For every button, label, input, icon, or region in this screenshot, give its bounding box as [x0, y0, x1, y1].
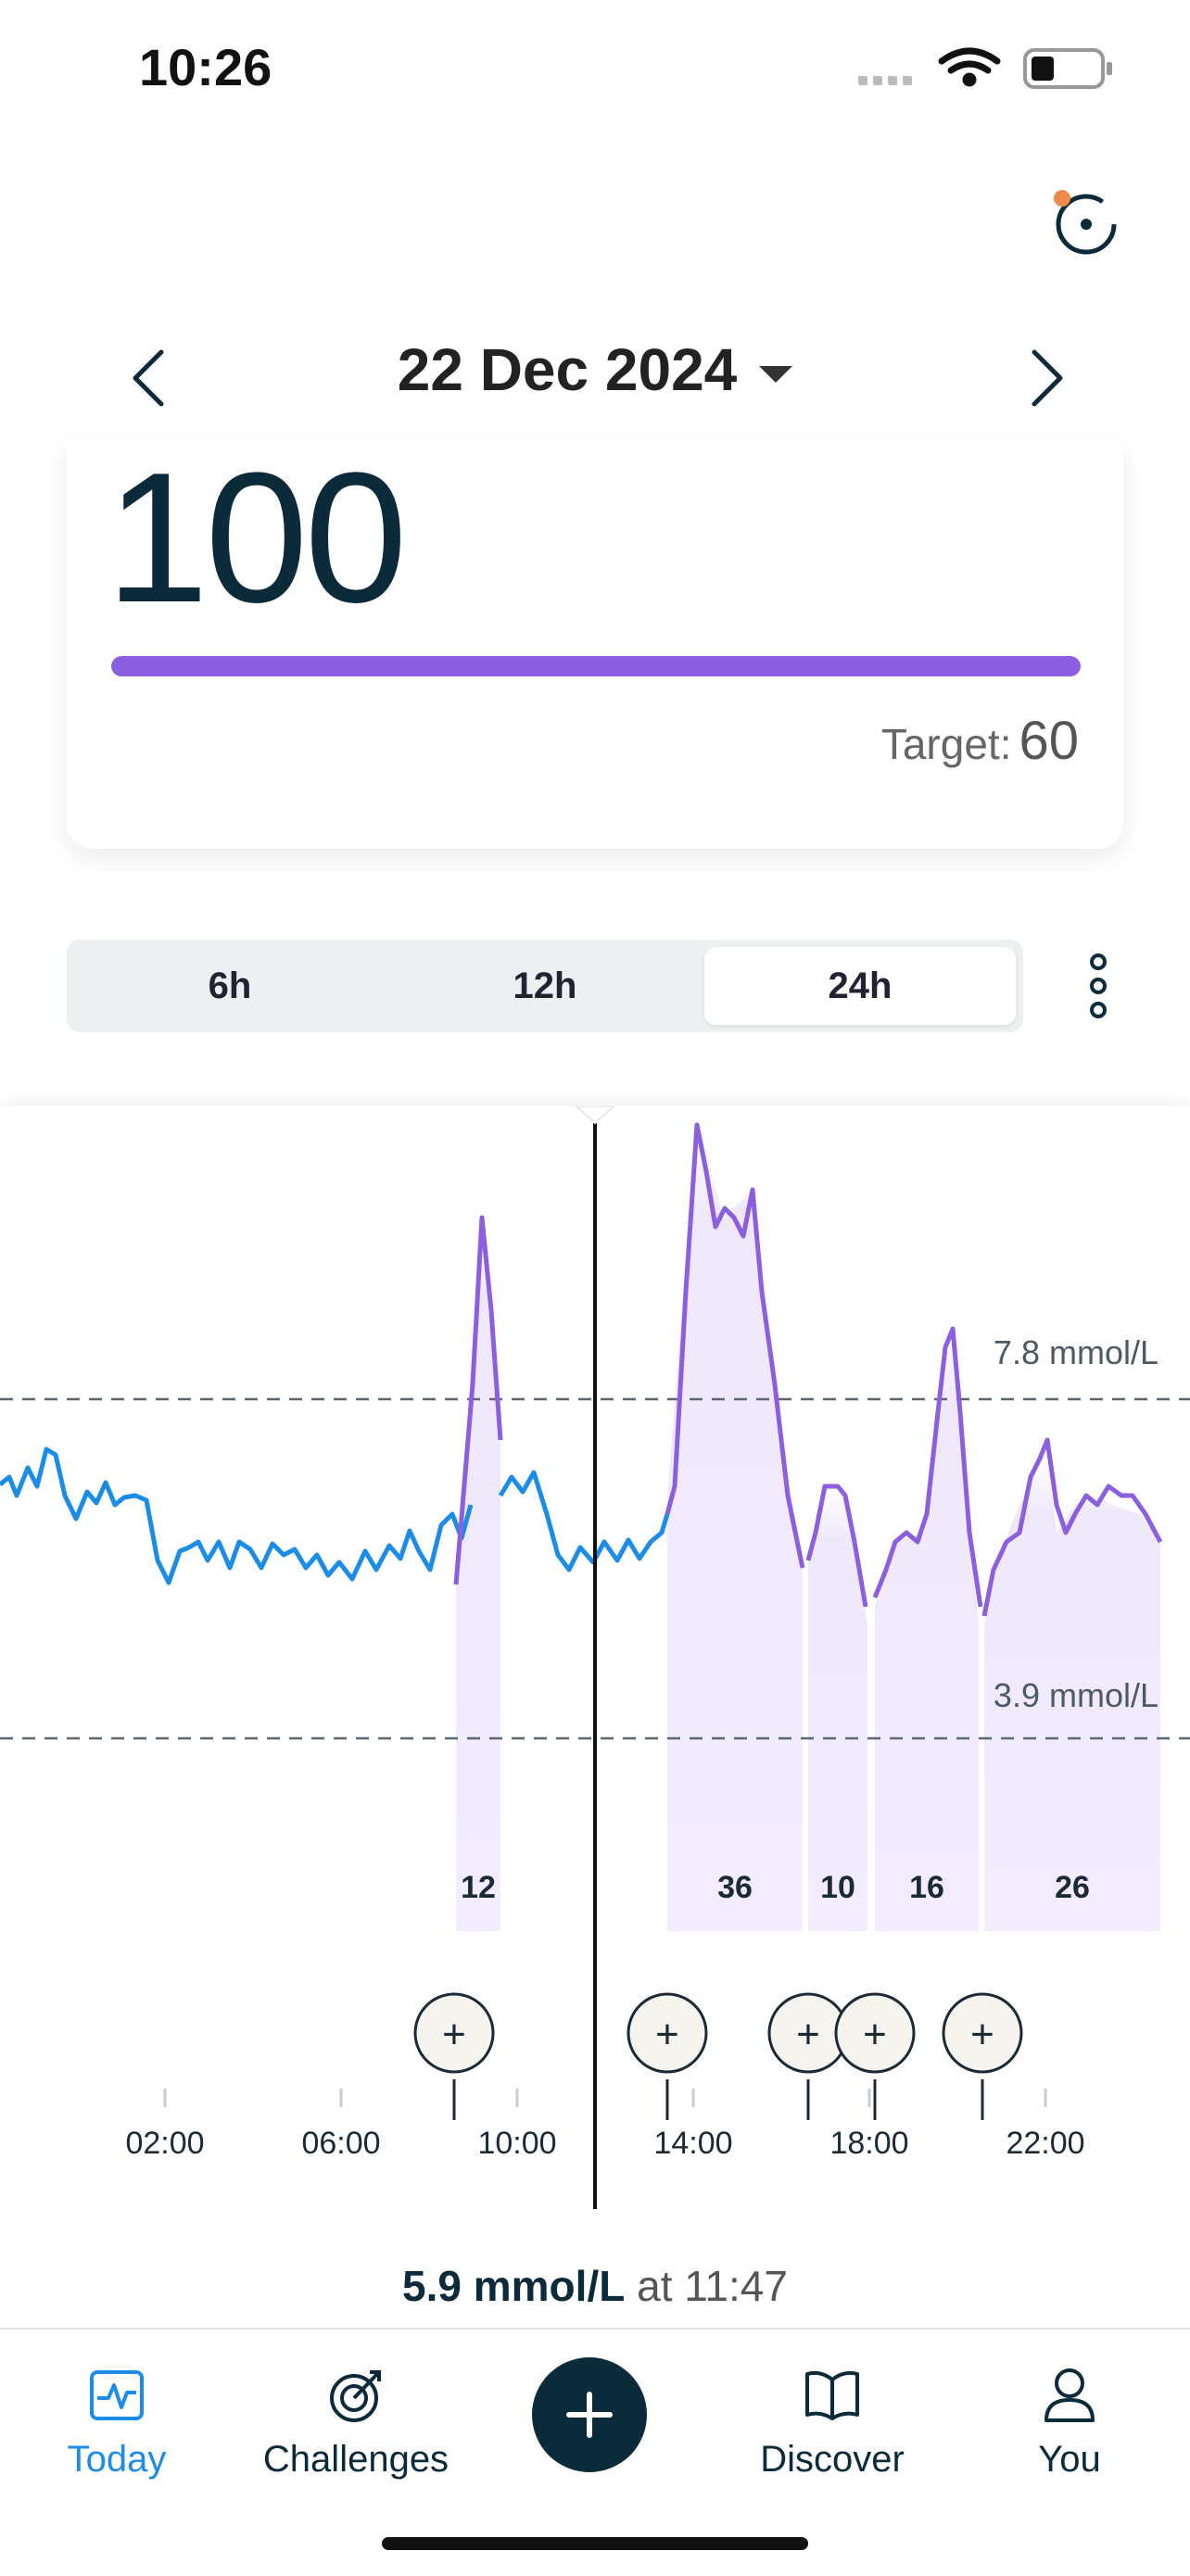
add-entry-button[interactable] — [532, 2357, 647, 2472]
plus-icon: + — [442, 2012, 466, 2057]
reading-time: at 11:47 — [637, 2262, 788, 2310]
add-meal-button[interactable]: + — [834, 1992, 916, 2120]
add-meal-button[interactable]: + — [767, 1992, 849, 2120]
spike-score-label: 36 — [717, 1870, 753, 1905]
activity-icon — [90, 2370, 144, 2420]
glucose-line-high — [453, 1122, 1163, 1617]
nav-today[interactable]: Today — [15, 2363, 219, 2481]
upper-limit-label: 7.8 mmol/L — [994, 1333, 1158, 1371]
previous-day-button[interactable] — [120, 341, 176, 415]
spike-zone-3 — [808, 1486, 867, 1931]
spike-score-label: 12 — [461, 1870, 496, 1905]
nav-today-label: Today — [67, 2439, 167, 2480]
nav-challenges-label: Challenges — [262, 2439, 449, 2480]
spike-zone-1 — [456, 1208, 500, 1931]
chevron-left-icon — [133, 349, 164, 407]
x-tick-label: 22:00 — [1006, 2126, 1084, 2161]
spike-score-label: 16 — [909, 1870, 944, 1905]
chevron-right-icon — [1032, 349, 1063, 407]
battery-icon — [1023, 48, 1112, 89]
glucose-line-in-range — [0, 1446, 670, 1585]
reading-value: 5.9 mmol/L — [402, 2262, 626, 2310]
spike-score-label: 26 — [1055, 1870, 1090, 1905]
nav-discover[interactable]: Discover — [730, 2363, 934, 2481]
current-reading: 5.9 mmol/L at 11:47 — [0, 2261, 1190, 2311]
lower-limit-label: 3.9 mmol/L — [994, 1676, 1158, 1714]
status-icons — [858, 47, 1112, 89]
plus-icon: + — [970, 2012, 994, 2057]
date-selector[interactable]: 22 Dec 2024 — [0, 335, 1190, 404]
add-meal-button[interactable]: + — [413, 1992, 495, 2120]
nav-discover-label: Discover — [760, 2439, 905, 2480]
status-time: 10:26 — [139, 38, 272, 96]
sync-icon[interactable] — [1047, 185, 1121, 259]
date-label: 22 Dec 2024 — [397, 336, 738, 403]
target-label: Target: — [880, 720, 1012, 768]
range-tabs: 6h 12h 24h — [67, 940, 1023, 1032]
add-meal-button[interactable]: + — [627, 1992, 708, 2120]
bottom-nav: Today Challenges Discover You — [0, 2328, 1190, 2576]
x-tick-label: 14:00 — [653, 2126, 732, 2161]
wifi-icon — [938, 47, 1001, 87]
score-progress-fill — [111, 656, 1081, 676]
home-indicator — [382, 2537, 808, 2550]
score-card[interactable]: 100 Target: 60 — [67, 435, 1123, 849]
person-icon — [1044, 2368, 1095, 2422]
spike-scores: 12 36 10 16 26 — [461, 1870, 1090, 1905]
tab-24h[interactable]: 24h — [704, 947, 1016, 1025]
next-day-button[interactable] — [1019, 341, 1075, 415]
current-time-marker-top — [575, 1106, 615, 1125]
add-meal-button[interactable]: + — [942, 1992, 1023, 2120]
spike-zones — [456, 1116, 1160, 1931]
plus-icon: + — [655, 2012, 679, 2057]
score-value: 100 — [106, 435, 408, 641]
nav-challenges[interactable]: Challenges — [254, 2363, 458, 2481]
glucose-chart[interactable]: 7.8 mmol/L 3.9 mmol/L 12 36 10 16 26 + + — [0, 1106, 1190, 2209]
target-value: 60 — [1019, 711, 1079, 771]
score-progress-bar — [111, 656, 1081, 676]
x-axis — [163, 2089, 1047, 2107]
target-icon — [330, 2370, 381, 2422]
spike-zone-2 — [667, 1116, 803, 1931]
x-tick-label: 18:00 — [829, 2126, 908, 2161]
spike-score-label: 10 — [820, 1870, 855, 1905]
plus-icon: + — [796, 2012, 820, 2057]
x-tick-label: 10:00 — [477, 2126, 556, 2161]
x-tick-label: 02:00 — [125, 2126, 204, 2161]
dropdown-caret-icon — [759, 366, 793, 384]
tab-6h[interactable]: 6h — [208, 965, 252, 1006]
spike-zone-5 — [984, 1458, 1160, 1931]
x-tick-label: 06:00 — [301, 2126, 380, 2161]
plus-icon: + — [863, 2012, 887, 2057]
target-row: Target: 60 — [881, 710, 1079, 772]
book-icon — [805, 2370, 859, 2420]
spike-zone-4 — [875, 1329, 979, 1931]
nav-you[interactable]: You — [968, 2363, 1171, 2481]
more-vertical-icon[interactable] — [1075, 949, 1121, 1023]
nav-you-label: You — [1038, 2439, 1101, 2480]
tab-12h[interactable]: 12h — [513, 965, 577, 1006]
cellular-signal-icon — [858, 76, 912, 85]
plus-icon — [566, 2392, 613, 2438]
